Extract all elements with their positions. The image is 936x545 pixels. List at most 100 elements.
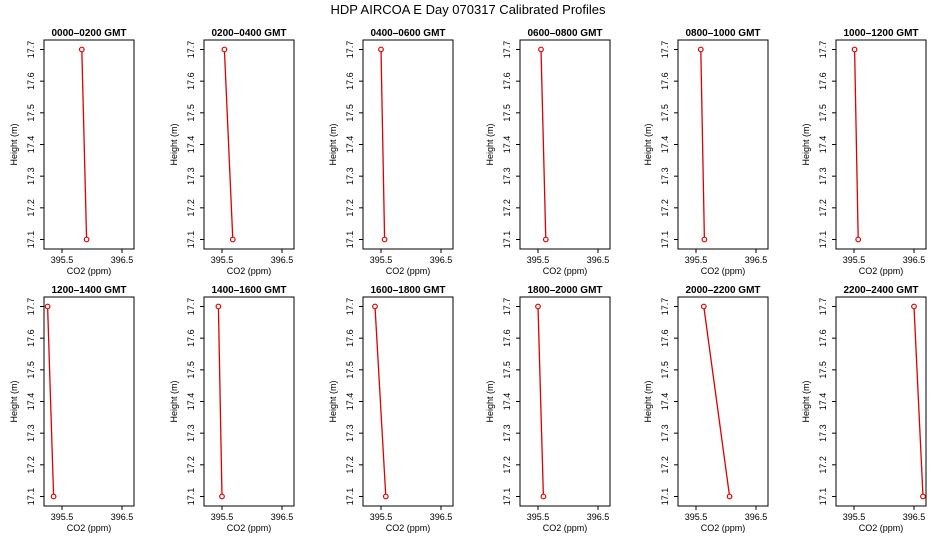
y-tick-label: 17.5 (186, 104, 196, 122)
y-axis-label: Height (m) (643, 123, 653, 165)
y-tick-label: 17.1 (26, 488, 36, 506)
y-axis-label: Height (m) (9, 380, 19, 422)
y-tick-label: 17.7 (345, 41, 355, 59)
y-tick-label: 17.2 (26, 456, 36, 474)
y-tick-label: 17.1 (186, 488, 196, 506)
y-tick-label: 17.3 (345, 424, 355, 442)
panel-title: 0000–0200 GMT (51, 28, 126, 39)
x-tick-label: 396.5 (745, 255, 768, 265)
x-tick-label: 396.5 (903, 512, 926, 522)
data-point (851, 46, 858, 53)
y-tick-label: 17.5 (186, 361, 196, 379)
y-tick-label: 17.3 (186, 424, 196, 442)
panel-title: 1800–2000 GMT (527, 285, 602, 296)
x-tick-label: 395.5 (685, 255, 708, 265)
data-point (542, 236, 549, 243)
data-point (215, 303, 222, 310)
y-tick-label: 17.6 (502, 72, 512, 90)
y-tick-label: 17.4 (818, 393, 828, 411)
data-point (378, 46, 384, 53)
y-tick-label: 17.3 (26, 424, 36, 442)
data-point (83, 236, 90, 243)
y-tick-label: 17.3 (660, 167, 670, 185)
y-tick-label: 17.1 (186, 231, 196, 249)
y-axis-label: Height (m) (485, 123, 495, 165)
y-tick-label: 17.2 (26, 199, 36, 217)
y-tick-label: 17.1 (660, 488, 670, 506)
y-tick-label: 17.2 (660, 199, 670, 217)
data-point (382, 493, 389, 500)
profile-line (540, 49, 547, 240)
x-axis-label: CO2 (ppm) (543, 523, 588, 533)
x-axis-label: CO2 (ppm) (67, 266, 112, 276)
x-tick-label: 395.5 (211, 512, 234, 522)
y-tick-label: 17.5 (660, 104, 670, 122)
x-tick-label: 395.5 (51, 255, 74, 265)
y-tick-label: 17.7 (660, 41, 670, 59)
y-tick-label: 17.2 (502, 199, 512, 217)
y-tick-label: 17.1 (345, 231, 355, 249)
plot-frame (835, 296, 927, 507)
panel-title: 0600–0800 GMT (527, 28, 602, 39)
y-axis-label: Height (m) (643, 380, 653, 422)
plot-frame (43, 296, 135, 507)
x-tick-label: 396.5 (587, 512, 610, 522)
y-tick-label: 17.6 (502, 329, 512, 347)
y-tick-label: 17.6 (26, 72, 36, 90)
panel-8: 1400–1600 GMT 395.5 396.5 17.1 17.2 17.3 17.4 1… (169, 285, 295, 533)
y-tick-label: 17.7 (186, 298, 196, 316)
y-tick-label: 17.6 (345, 72, 355, 90)
profile-line (537, 306, 545, 497)
y-tick-label: 17.1 (345, 488, 355, 506)
data-point (540, 493, 547, 500)
y-tick-label: 17.5 (502, 104, 512, 122)
x-tick-label: 395.5 (685, 512, 708, 522)
x-tick-label: 395.5 (51, 512, 74, 522)
y-tick-label: 17.7 (26, 41, 36, 59)
x-axis-label: CO2 (ppm) (227, 266, 272, 276)
y-tick-label: 17.4 (186, 393, 196, 411)
y-tick-label: 17.4 (818, 136, 828, 154)
y-tick-label: 17.5 (818, 104, 828, 122)
panel-title: 0800–1000 GMT (685, 28, 760, 39)
panel-3: 0400–0600 GMT 395.5 396.5 17.1 17.2 17.3 17.4 1… (328, 28, 454, 276)
y-tick-label: 17.5 (818, 361, 828, 379)
y-tick-label: 17.6 (26, 329, 36, 347)
x-tick-label: 396.5 (271, 512, 294, 522)
x-axis-label: CO2 (ppm) (67, 523, 112, 533)
y-axis-label: Height (m) (169, 380, 179, 422)
y-tick-label: 17.6 (660, 72, 670, 90)
data-point (78, 46, 85, 53)
y-axis-label: Height (m) (9, 123, 19, 165)
y-tick-label: 17.6 (818, 72, 828, 90)
x-tick-label: 395.5 (370, 255, 393, 265)
y-axis-label: Height (m) (801, 380, 811, 422)
y-axis-label: Height (m) (485, 380, 495, 422)
y-tick-label: 17.5 (26, 361, 36, 379)
x-tick-label: 396.5 (745, 512, 768, 522)
y-tick-label: 17.5 (26, 104, 36, 122)
figure-title: HDP AIRCOA E Day 070317 Calibrated Profi… (330, 2, 606, 17)
y-tick-label: 17.1 (818, 488, 828, 506)
data-point (381, 236, 388, 243)
y-tick-label: 17.4 (660, 393, 670, 411)
panel-title: 0400–0600 GMT (370, 28, 445, 39)
x-tick-label: 395.5 (527, 255, 550, 265)
y-tick-label: 17.3 (818, 167, 828, 185)
y-tick-label: 17.6 (660, 329, 670, 347)
plot-frame (677, 296, 769, 507)
y-tick-label: 17.4 (186, 136, 196, 154)
x-tick-label: 396.5 (903, 255, 926, 265)
y-axis-label: Height (m) (801, 123, 811, 165)
y-tick-label: 17.6 (818, 329, 828, 347)
data-point (229, 236, 236, 243)
y-tick-label: 17.5 (660, 361, 670, 379)
data-point (535, 303, 541, 310)
x-tick-label: 396.5 (111, 512, 134, 522)
y-tick-label: 17.7 (26, 298, 36, 316)
y-tick-label: 17.5 (502, 361, 512, 379)
y-tick-label: 17.2 (502, 456, 512, 474)
panel-title: 1200–1400 GMT (51, 285, 126, 296)
x-axis-label: CO2 (ppm) (701, 523, 746, 533)
